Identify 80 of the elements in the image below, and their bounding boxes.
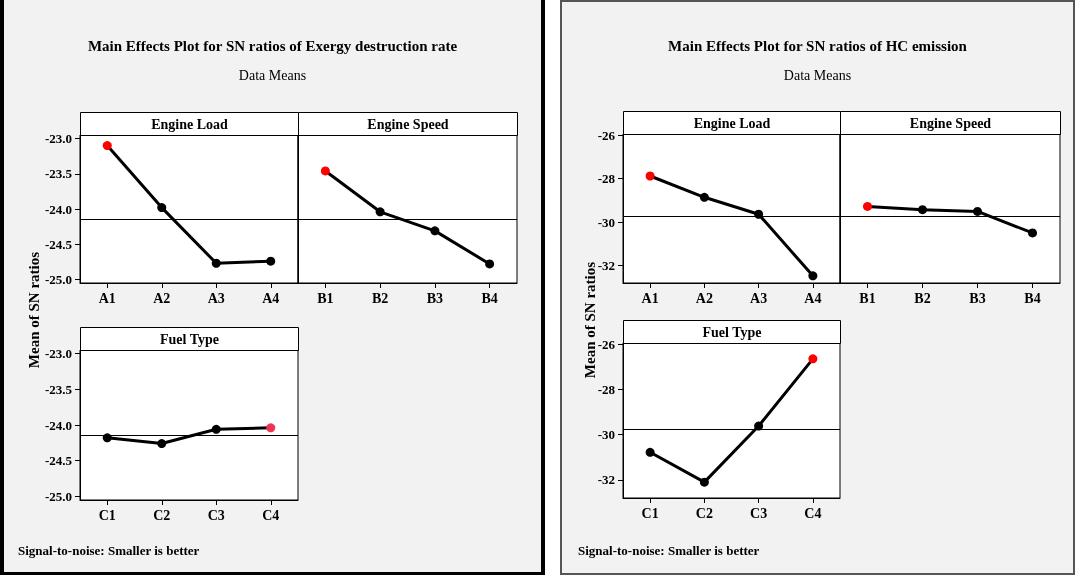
y-tick-label: -25.0 bbox=[44, 488, 72, 504]
y-tick-label: -24.0 bbox=[44, 417, 72, 433]
x-tick-label: A4 bbox=[804, 290, 822, 306]
point bbox=[808, 271, 818, 281]
y-tick-label: -24.0 bbox=[44, 201, 72, 217]
point bbox=[1028, 228, 1037, 238]
point bbox=[918, 205, 927, 215]
y-tick-label: -24.5 bbox=[44, 453, 73, 469]
text: Signal-to-noise: Smaller is better bbox=[578, 543, 760, 559]
chart-title: Engine Speed bbox=[367, 116, 449, 132]
point bbox=[808, 354, 818, 364]
point bbox=[699, 192, 709, 202]
y-axis-title: Mean of SN ratios bbox=[581, 261, 598, 379]
y-tick-label: -23.5 bbox=[44, 381, 73, 397]
y-tick-label: -26 bbox=[597, 336, 616, 352]
y-axis-title: Mean of SN ratios bbox=[25, 251, 43, 369]
text: Signal-to-noise: Smaller is better bbox=[18, 543, 200, 559]
x-tick-label: A1 bbox=[641, 290, 659, 306]
point bbox=[863, 201, 872, 211]
y-tick-label: -25.0 bbox=[44, 271, 72, 287]
x-tick-label: C1 bbox=[641, 505, 659, 521]
x-tick-label: C2 bbox=[695, 505, 713, 521]
point bbox=[699, 477, 709, 487]
text: Data Means bbox=[782, 68, 853, 84]
y-tick-label: -30 bbox=[597, 214, 615, 230]
x-tick-label: C3 bbox=[750, 505, 768, 521]
point bbox=[754, 209, 764, 219]
x-tick-label: A3 bbox=[750, 290, 768, 306]
point bbox=[375, 207, 385, 217]
point bbox=[973, 206, 982, 216]
y-tick-label: -24.5 bbox=[44, 236, 73, 252]
y-tick-label: -30 bbox=[597, 427, 615, 443]
chart-title: Engine Speed bbox=[909, 115, 992, 131]
point bbox=[102, 433, 112, 443]
x-tick-label: B3 bbox=[969, 290, 986, 306]
point bbox=[485, 259, 495, 269]
text: Main Effects Plot for SN ratios of HC emission bbox=[667, 38, 968, 55]
x-tick-label: C1 bbox=[98, 507, 116, 523]
x-tick-label: C3 bbox=[207, 507, 225, 523]
x-tick-label: B2 bbox=[371, 290, 389, 306]
point bbox=[157, 439, 167, 449]
x-tick-label: A3 bbox=[207, 290, 225, 306]
x-tick-label: C2 bbox=[153, 507, 171, 523]
text: Main Effects Plot for SN ratios of Exergy destruction rate bbox=[86, 38, 459, 55]
x-tick-label: C4 bbox=[262, 507, 280, 523]
y-tick-label: -28 bbox=[597, 171, 616, 187]
y-tick-label: -23.5 bbox=[44, 166, 73, 182]
y-tick-label: -26 bbox=[597, 127, 616, 143]
chart-title: Engine Load bbox=[693, 115, 771, 131]
x-tick-label: A4 bbox=[262, 290, 280, 306]
text: Data Means bbox=[237, 68, 308, 84]
chart-title: Engine Load bbox=[151, 116, 229, 132]
x-tick-label: B2 bbox=[914, 290, 931, 306]
x-tick-label: B4 bbox=[1024, 290, 1041, 306]
point bbox=[211, 424, 221, 434]
point bbox=[645, 171, 655, 181]
x-tick-label: A2 bbox=[153, 290, 171, 306]
point bbox=[430, 226, 440, 236]
y-tick-label: -32 bbox=[597, 258, 615, 274]
chart-title: Fuel Type bbox=[160, 331, 219, 347]
point bbox=[157, 203, 167, 213]
y-tick-label: -32 bbox=[597, 472, 615, 488]
y-tick-label: -23.0 bbox=[44, 131, 72, 147]
point bbox=[266, 256, 276, 266]
point bbox=[645, 447, 655, 457]
chart-title: Fuel Type bbox=[702, 324, 762, 340]
point bbox=[102, 141, 112, 151]
y-tick-label: -28 bbox=[597, 381, 616, 397]
point bbox=[754, 421, 764, 431]
x-tick-label: A2 bbox=[695, 290, 713, 306]
x-tick-label: B4 bbox=[481, 290, 498, 306]
point bbox=[211, 258, 221, 268]
point bbox=[320, 166, 330, 176]
x-tick-label: B3 bbox=[426, 290, 444, 306]
x-tick-label: A1 bbox=[98, 290, 116, 306]
point bbox=[266, 423, 276, 433]
x-tick-label: B1 bbox=[317, 290, 334, 306]
x-tick-label: B1 bbox=[859, 290, 876, 306]
x-tick-label: C4 bbox=[804, 505, 822, 521]
y-tick-label: -23.0 bbox=[44, 346, 72, 362]
